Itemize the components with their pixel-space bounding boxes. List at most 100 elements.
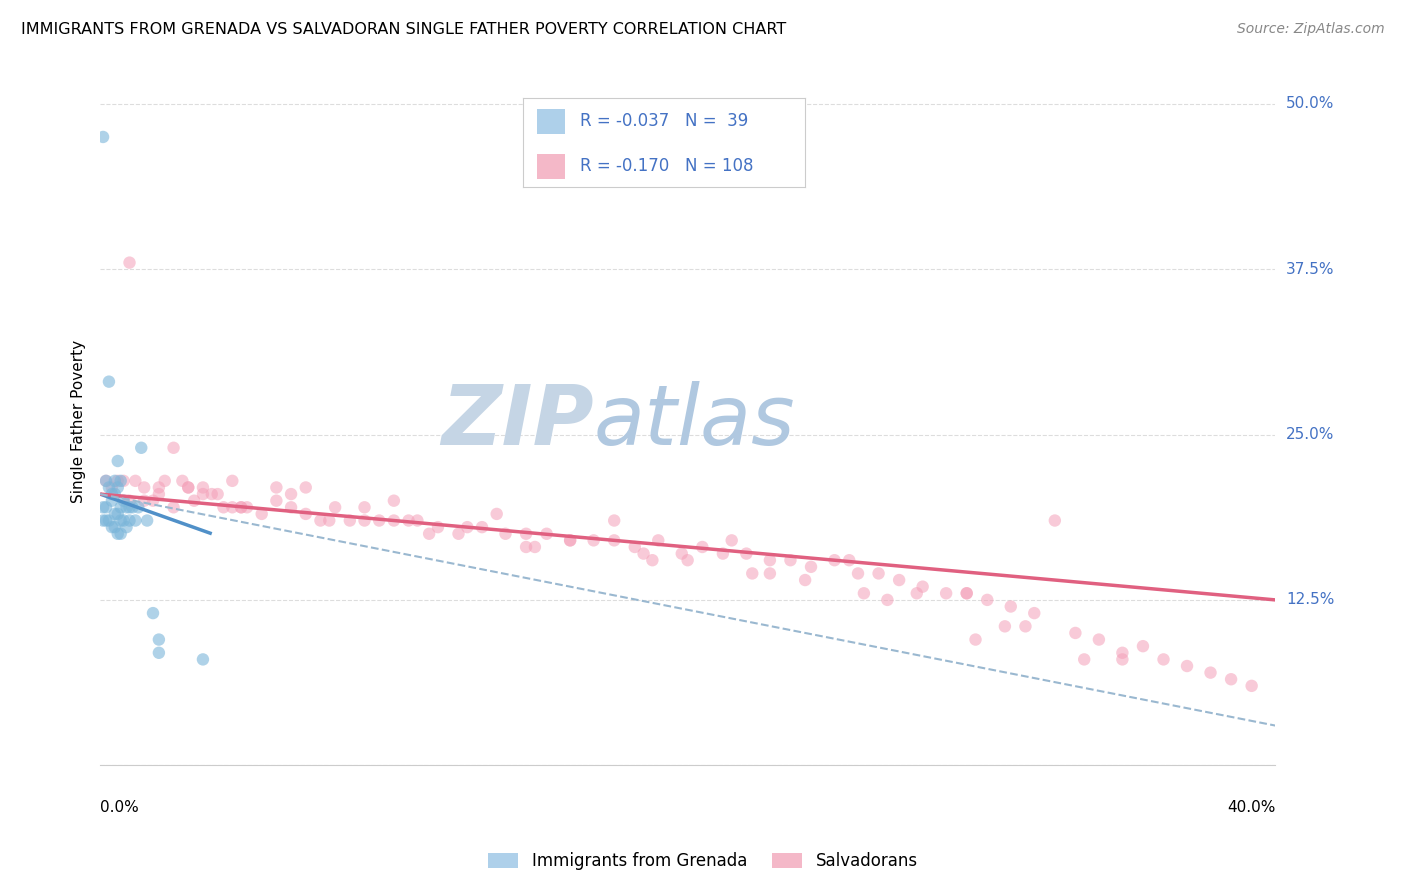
Point <box>104 520 127 534</box>
Point <box>91 130 114 145</box>
Point <box>142 606 165 620</box>
Point <box>994 619 1017 633</box>
Point <box>148 632 170 647</box>
Point <box>1220 672 1243 686</box>
Point <box>107 474 129 488</box>
Point <box>134 480 156 494</box>
Point <box>339 514 361 528</box>
Point <box>623 540 645 554</box>
Point <box>153 474 176 488</box>
Point <box>107 454 129 468</box>
Text: 40.0%: 40.0% <box>1227 799 1275 814</box>
Point <box>800 559 823 574</box>
Point <box>382 514 405 528</box>
Point <box>231 500 253 515</box>
Point <box>1175 659 1198 673</box>
Point <box>91 514 114 528</box>
Point <box>868 566 890 581</box>
Point <box>1064 626 1087 640</box>
Point <box>368 514 391 528</box>
Point <box>846 566 869 581</box>
Point <box>759 553 782 567</box>
Text: Source: ZipAtlas.com: Source: ZipAtlas.com <box>1237 22 1385 37</box>
Point <box>976 593 998 607</box>
Point <box>191 480 214 494</box>
Point <box>647 533 669 548</box>
Point <box>94 474 117 488</box>
Point <box>1014 619 1036 633</box>
Point <box>353 514 375 528</box>
Text: ZIP: ZIP <box>441 381 593 462</box>
Point <box>231 500 253 515</box>
Point <box>107 507 129 521</box>
Point <box>671 547 693 561</box>
Point <box>177 480 200 494</box>
Point <box>250 507 273 521</box>
Point <box>112 493 135 508</box>
Point <box>1088 632 1111 647</box>
Point <box>294 507 316 521</box>
Point <box>148 487 170 501</box>
Point <box>603 533 626 548</box>
Point <box>1153 652 1175 666</box>
Point <box>134 493 156 508</box>
Point <box>523 540 546 554</box>
Point <box>956 586 979 600</box>
Point <box>110 474 132 488</box>
Point <box>148 646 170 660</box>
Point <box>121 500 143 515</box>
Point <box>110 514 132 528</box>
Point <box>212 500 235 515</box>
Point <box>418 526 440 541</box>
Point <box>398 514 420 528</box>
Point <box>794 573 817 587</box>
Point <box>162 500 184 515</box>
Point <box>633 547 655 561</box>
Point <box>127 500 149 515</box>
Point <box>104 507 127 521</box>
Point <box>406 514 429 528</box>
Point <box>456 520 478 534</box>
Point <box>94 474 117 488</box>
Point <box>177 480 200 494</box>
Point <box>191 652 214 666</box>
Point <box>1199 665 1222 680</box>
Text: 25.0%: 25.0% <box>1286 427 1334 442</box>
Point <box>266 493 288 508</box>
Text: IMMIGRANTS FROM GRENADA VS SALVADORAN SINGLE FATHER POVERTY CORRELATION CHART: IMMIGRANTS FROM GRENADA VS SALVADORAN SI… <box>21 22 786 37</box>
Point <box>720 533 742 548</box>
Text: 37.5%: 37.5% <box>1286 261 1334 277</box>
Point <box>603 514 626 528</box>
Point <box>1240 679 1263 693</box>
Point <box>676 553 699 567</box>
Point <box>471 520 494 534</box>
Point <box>905 586 928 600</box>
Point <box>852 586 875 600</box>
Point <box>515 526 537 541</box>
Point <box>101 480 124 494</box>
Point <box>353 500 375 515</box>
Point <box>110 500 132 515</box>
Point <box>97 514 120 528</box>
Point <box>560 533 582 548</box>
Legend: Immigrants from Grenada, Salvadorans: Immigrants from Grenada, Salvadorans <box>482 846 924 877</box>
Point <box>956 586 979 600</box>
Point <box>97 480 120 494</box>
Point <box>107 480 129 494</box>
Point <box>207 487 229 501</box>
Point <box>183 493 205 508</box>
Text: 50.0%: 50.0% <box>1286 96 1334 112</box>
Point <box>447 526 470 541</box>
Point <box>280 487 302 501</box>
Point <box>1111 652 1133 666</box>
Point <box>935 586 957 600</box>
Point <box>124 474 146 488</box>
Point <box>759 566 782 581</box>
Point <box>536 526 558 541</box>
Point <box>889 573 911 587</box>
Point <box>965 632 987 647</box>
Point <box>91 500 114 515</box>
Point <box>426 520 449 534</box>
Point <box>515 540 537 554</box>
Point <box>104 487 127 501</box>
